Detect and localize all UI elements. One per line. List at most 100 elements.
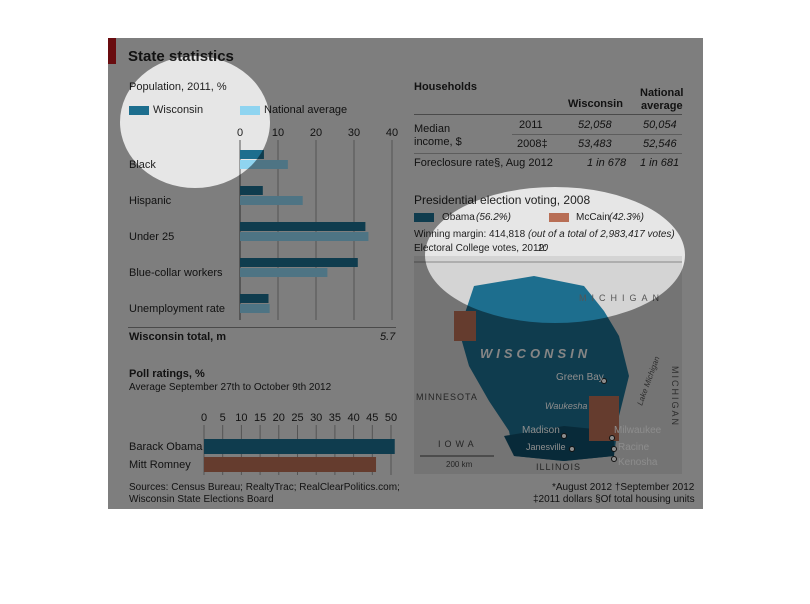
electoral-votes-value: 10 bbox=[537, 243, 549, 254]
category-label: Barack Obama bbox=[129, 441, 203, 453]
population-subtitle: Population, 2011, % bbox=[129, 81, 227, 93]
households-col-wisconsin: Wisconsin bbox=[568, 98, 623, 110]
legend-label-national: National average bbox=[264, 104, 348, 116]
mccain-counties bbox=[454, 311, 476, 341]
page-title: State statistics bbox=[128, 48, 234, 65]
category-label: Blue-collar workers bbox=[129, 267, 223, 279]
tick-label: 0 bbox=[237, 127, 243, 139]
foreclosure-national: 1 in 681 bbox=[640, 157, 680, 169]
legend-label-wisconsin: Wisconsin bbox=[153, 104, 204, 116]
legend-swatch-national bbox=[240, 106, 260, 115]
city-label: Madison bbox=[522, 425, 560, 436]
households-col-national-2: average bbox=[641, 100, 683, 112]
tick-label: 0 bbox=[201, 412, 207, 424]
city-dot bbox=[611, 456, 617, 462]
category-label: Under 25 bbox=[129, 231, 174, 243]
tick-label: 30 bbox=[310, 412, 322, 424]
winning-margin: Winning margin: 414,818 bbox=[414, 229, 526, 240]
bar-national bbox=[240, 196, 303, 205]
bar-wisconsin bbox=[240, 150, 264, 159]
city-dot bbox=[611, 446, 617, 452]
city-dot bbox=[609, 435, 615, 441]
households-col-national-1: National bbox=[640, 87, 684, 99]
divider bbox=[512, 134, 682, 135]
row-national: 52,546 bbox=[643, 138, 677, 150]
mccain-counties bbox=[589, 396, 619, 441]
southern-counties bbox=[504, 426, 614, 461]
tick-label: 40 bbox=[347, 412, 359, 424]
poll-bar bbox=[204, 457, 377, 472]
bar-wisconsin bbox=[240, 222, 366, 231]
poll-title: Poll ratings, % bbox=[129, 368, 205, 380]
map-label-wisconsin: WISCONSIN bbox=[480, 346, 591, 361]
category-label: Mitt Romney bbox=[129, 459, 191, 471]
tick-label: 25 bbox=[291, 412, 303, 424]
legend-swatch-mccain bbox=[549, 213, 569, 222]
city-label: Waukesha bbox=[545, 401, 587, 411]
category-label: Hispanic bbox=[129, 195, 172, 207]
tick-label: 20 bbox=[273, 412, 285, 424]
wisconsin-map: MICHIGAN WISCONSIN MINNESOTA IOWA ILLINO… bbox=[414, 256, 682, 474]
tick-label: 20 bbox=[310, 127, 322, 139]
bar-wisconsin bbox=[240, 186, 263, 195]
sources-line-2: Wisconsin State Elections Board bbox=[129, 494, 274, 505]
footnote-line-2: ‡2011 dollars §Of total housing units bbox=[533, 494, 695, 505]
accent-bar bbox=[108, 38, 116, 64]
legend-swatch-obama bbox=[414, 213, 434, 222]
divider bbox=[128, 327, 396, 328]
row-year: 2011 bbox=[519, 119, 543, 131]
city-label: Green Bay bbox=[556, 372, 604, 383]
legend-swatch-wisconsin bbox=[129, 106, 149, 115]
category-label: Black bbox=[129, 159, 156, 171]
tick-label: 15 bbox=[254, 412, 266, 424]
map-label-iowa: IOWA bbox=[438, 439, 478, 449]
divider bbox=[414, 153, 682, 154]
row-national: 50,054 bbox=[643, 119, 677, 131]
winning-margin-note: (out of a total of 2,983,417 votes) bbox=[528, 229, 675, 240]
election-title: Presidential election voting, 2008 bbox=[414, 193, 591, 207]
wisconsin-state-shape bbox=[459, 276, 629, 461]
divider bbox=[414, 114, 682, 115]
tick-label: 35 bbox=[329, 412, 341, 424]
electoral-votes-label: Electoral College votes, 2012: bbox=[414, 243, 547, 254]
bar-national bbox=[240, 160, 288, 169]
city-dot bbox=[561, 433, 567, 439]
row-wisconsin: 52,058 bbox=[578, 119, 612, 131]
legend-pct-mccain: (42.3%) bbox=[609, 212, 645, 223]
row-wisconsin: 53,483 bbox=[578, 138, 612, 150]
map-label-minnesota: MINNESOTA bbox=[416, 392, 478, 402]
median-label-1: Median bbox=[414, 123, 451, 135]
legend-label-obama: Obama bbox=[442, 212, 475, 223]
bar-national bbox=[240, 268, 328, 277]
map-label-illinois: ILLINOIS bbox=[536, 462, 581, 472]
foreclosure-label: Foreclosure rate§, Aug 2012 bbox=[414, 157, 553, 169]
category-label: Unemployment rate bbox=[129, 303, 225, 315]
city-dot bbox=[601, 378, 607, 384]
city-label: Milwaukee bbox=[614, 425, 662, 436]
bar-wisconsin bbox=[240, 294, 269, 303]
total-value: 5.7 bbox=[380, 331, 396, 343]
tick-label: 40 bbox=[386, 127, 398, 139]
legend-pct-obama: (56.2%) bbox=[476, 212, 512, 223]
poll-bar bbox=[204, 439, 395, 454]
city-label: Kenosha bbox=[618, 457, 658, 468]
bar-wisconsin bbox=[240, 258, 358, 267]
bar-national bbox=[240, 304, 270, 313]
bar-national bbox=[240, 232, 369, 241]
map-label-michigan-side: MICHIGAN bbox=[670, 366, 680, 427]
city-label: Racine bbox=[618, 442, 650, 453]
map-label-lake-superior: MICHIGAN bbox=[579, 293, 664, 303]
tick-label: 10 bbox=[235, 412, 247, 424]
footnote-line-1: *August 2012 †September 2012 bbox=[552, 482, 695, 493]
tick-label: 50 bbox=[385, 412, 397, 424]
total-label: Wisconsin total, m bbox=[129, 331, 227, 343]
households-title: Households bbox=[414, 81, 477, 93]
tick-label: 30 bbox=[348, 127, 360, 139]
city-dot bbox=[569, 446, 575, 452]
scale-label: 200 km bbox=[446, 460, 473, 469]
row-year: 2008‡ bbox=[517, 138, 548, 150]
sources-line-1: Sources: Census Bureau; RealtyTrac; Real… bbox=[129, 482, 400, 493]
foreclosure-wisconsin: 1 in 678 bbox=[587, 157, 627, 169]
